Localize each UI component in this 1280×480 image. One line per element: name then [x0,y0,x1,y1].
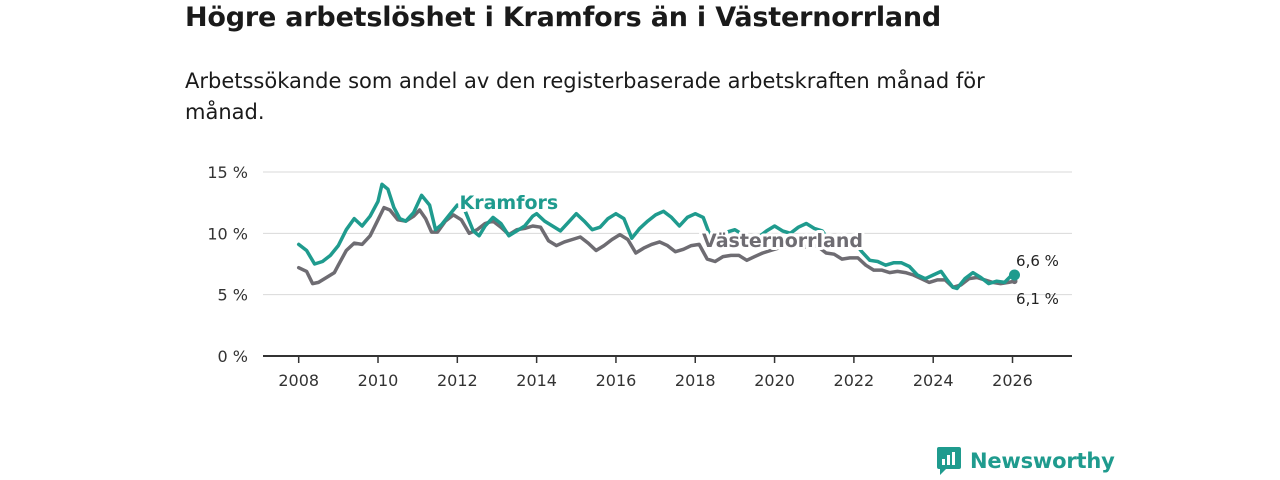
y-axis-ticks: 0 % 5 % 10 % 15 % [207,163,248,366]
chart-title: Högre arbetslöshet i Kramfors än i Väste… [185,2,942,33]
end-value-label-kramfors: 6,6 % [1016,252,1059,270]
x-tick-label: 2012 [437,371,478,390]
x-tick-label: 2024 [913,371,954,390]
newsworthy-logo: Newsworthy [936,446,1115,476]
x-tick-label: 2022 [834,371,875,390]
x-tick-label: 2018 [675,371,716,390]
series-label-kramfors: Kramfors [460,192,559,214]
series-lines [296,182,1017,291]
y-tick-label: 10 % [207,224,248,243]
series-line-kramfors [296,182,1017,291]
x-tick-label: 2016 [596,371,637,390]
brand-name: Newsworthy [970,449,1115,473]
bar-chart-speech-icon [937,447,961,475]
series-labels: Kramfors Västernorrland 6,1 % 6,6 % [457,189,1059,308]
x-tick-label: 2026 [992,371,1033,390]
x-axis-ticks: 2008 2010 2012 2014 2016 2018 2020 2022 2024 2026 [278,356,1033,390]
x-tick-label: 2020 [754,371,795,390]
gridlines [263,171,1072,296]
end-value-label-västernorrland: 6,1 % [1016,290,1059,308]
chart-subtitle: Arbetssökande som andel av den registerb… [185,69,985,124]
y-tick-label: 0 % [218,347,248,366]
end-point-kramfors [1008,269,1020,281]
x-tick-label: 2010 [358,371,399,390]
x-tick-label: 2008 [278,371,319,390]
y-tick-label: 5 % [218,286,248,305]
series-label-västernorrland: Västernorrland [702,230,863,252]
y-tick-label: 15 % [207,163,248,182]
x-tick-label: 2014 [516,371,557,390]
